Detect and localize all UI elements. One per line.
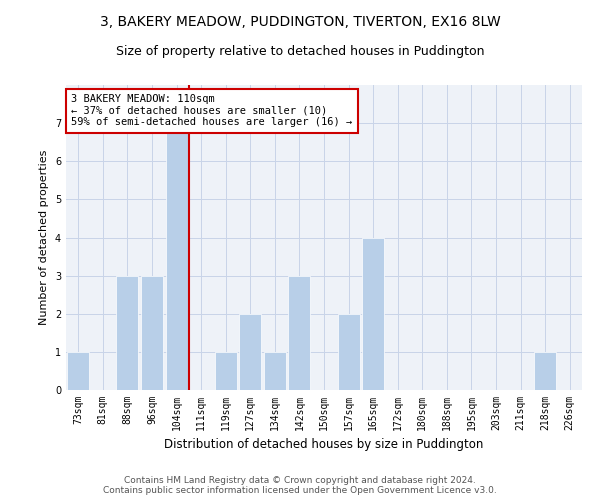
Text: Contains HM Land Registry data © Crown copyright and database right 2024.
Contai: Contains HM Land Registry data © Crown c… <box>103 476 497 495</box>
Text: 3 BAKERY MEADOW: 110sqm
← 37% of detached houses are smaller (10)
59% of semi-de: 3 BAKERY MEADOW: 110sqm ← 37% of detache… <box>71 94 352 128</box>
Bar <box>116 276 139 390</box>
Bar <box>166 123 188 390</box>
Text: 3, BAKERY MEADOW, PUDDINGTON, TIVERTON, EX16 8LW: 3, BAKERY MEADOW, PUDDINGTON, TIVERTON, … <box>100 15 500 29</box>
Bar <box>362 238 384 390</box>
Bar <box>215 352 237 390</box>
Bar <box>289 276 310 390</box>
Bar <box>67 352 89 390</box>
Bar <box>264 352 286 390</box>
Bar <box>338 314 359 390</box>
Bar <box>239 314 262 390</box>
Text: Size of property relative to detached houses in Puddington: Size of property relative to detached ho… <box>116 45 484 58</box>
X-axis label: Distribution of detached houses by size in Puddington: Distribution of detached houses by size … <box>164 438 484 452</box>
Bar <box>534 352 556 390</box>
Bar <box>141 276 163 390</box>
Y-axis label: Number of detached properties: Number of detached properties <box>40 150 49 325</box>
